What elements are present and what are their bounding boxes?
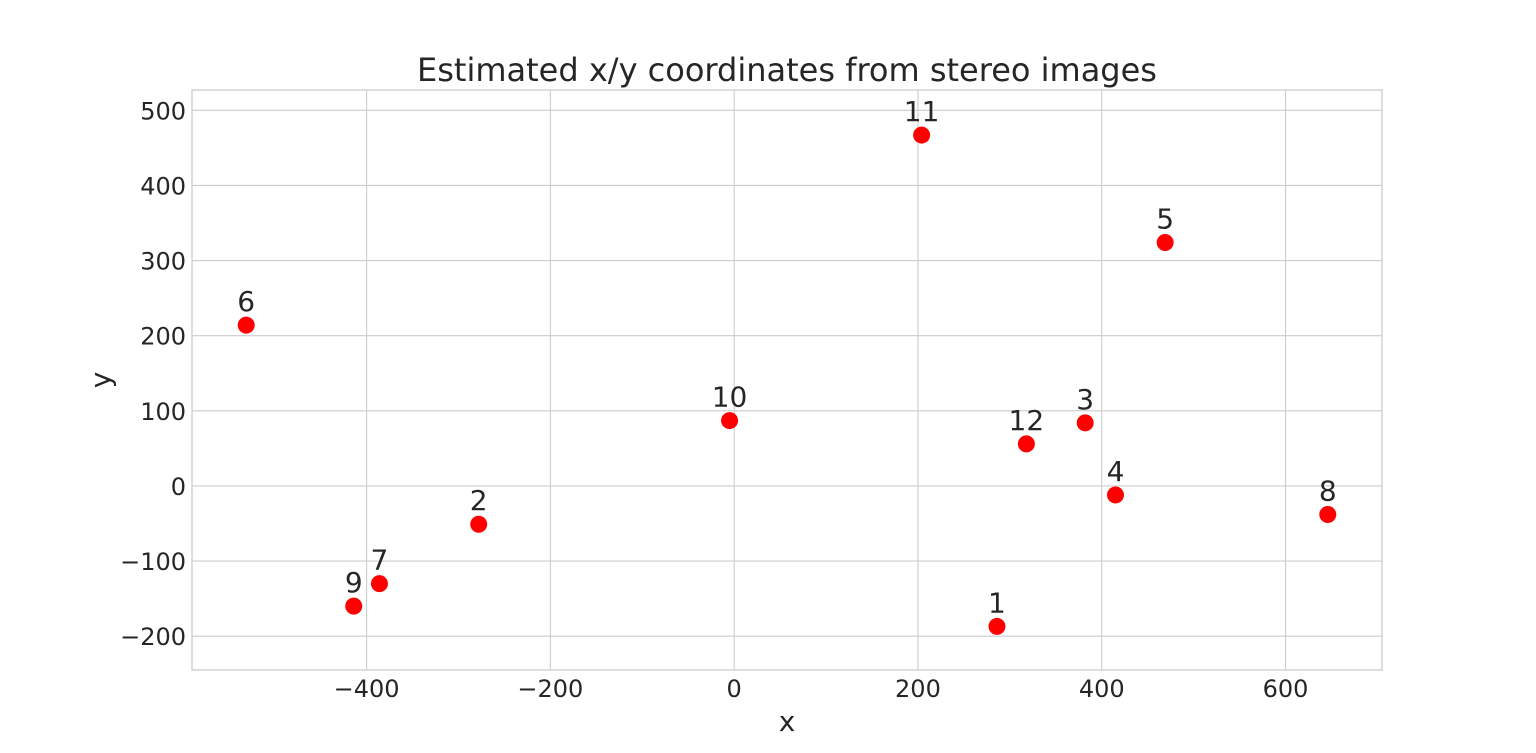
data-point-6 (237, 316, 255, 334)
y-axis-label: y (84, 372, 117, 389)
data-point-4 (1107, 486, 1125, 504)
data-point-10 (721, 412, 739, 430)
y-tick-label: 300 (140, 248, 186, 276)
data-point-11 (913, 126, 931, 144)
point-label-9: 9 (345, 566, 363, 599)
data-point-2 (470, 515, 488, 533)
data-point-8 (1319, 505, 1337, 523)
point-label-12: 12 (1009, 404, 1045, 437)
x-tick-label: −200 (517, 675, 583, 703)
x-tick-label: 0 (727, 675, 742, 703)
y-tick-label: 0 (171, 473, 186, 501)
y-tick-label: 200 (140, 323, 186, 351)
x-axis-label: x (779, 705, 796, 738)
point-label-7: 7 (371, 544, 389, 577)
point-label-5: 5 (1156, 203, 1174, 236)
point-label-6: 6 (237, 285, 255, 318)
data-point-7 (370, 575, 388, 593)
plot-area-frame (191, 89, 1383, 671)
data-point-5 (1156, 234, 1174, 252)
point-label-4: 4 (1107, 455, 1125, 488)
point-label-11: 11 (904, 95, 940, 128)
chart-title: Estimated x/y coordinates from stereo im… (417, 51, 1157, 89)
y-tick-label: −200 (120, 623, 186, 651)
y-tick-label: −100 (120, 548, 186, 576)
x-tick-label: 200 (895, 675, 941, 703)
point-label-2: 2 (470, 484, 488, 517)
point-label-3: 3 (1076, 383, 1094, 416)
point-label-1: 1 (988, 586, 1006, 619)
x-tick-label: 400 (1079, 675, 1125, 703)
y-tick-label: 100 (140, 398, 186, 426)
data-point-3 (1076, 414, 1094, 432)
data-point-12 (1017, 435, 1035, 453)
x-tick-label: 600 (1263, 675, 1309, 703)
point-label-10: 10 (712, 381, 748, 414)
point-label-8: 8 (1319, 474, 1337, 507)
y-tick-label: 500 (140, 97, 186, 125)
tick-labels: −400 −200 0 200 400 600 −200 −100 0 100 200 300 400 5… (120, 97, 1308, 703)
data-point-1 (988, 617, 1006, 635)
data-point-9 (345, 597, 363, 615)
x-tick-label: −400 (334, 675, 400, 703)
grid-lines (192, 90, 1382, 670)
y-tick-label: 400 (140, 172, 186, 200)
